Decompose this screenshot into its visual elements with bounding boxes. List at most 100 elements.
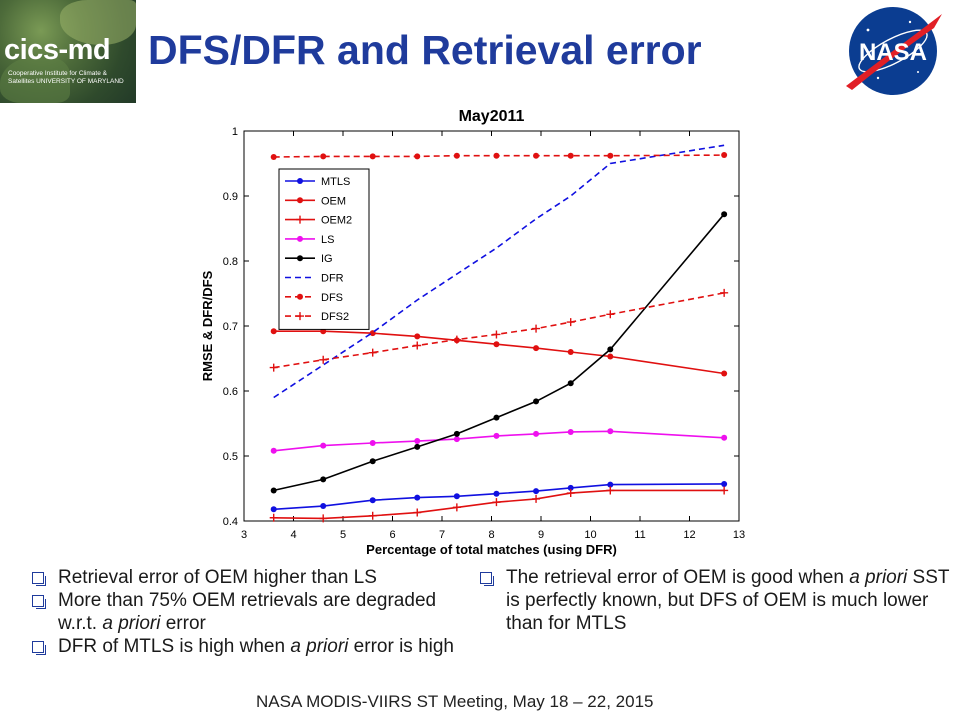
data-point-dfs2	[452, 335, 461, 344]
data-point-dfs	[453, 152, 460, 159]
data-point-oem2	[296, 215, 304, 224]
data-point-oem2	[606, 486, 615, 495]
checkbox-bullet-icon	[32, 641, 44, 653]
data-point-dfs2	[269, 363, 278, 372]
data-point-dfs2	[319, 355, 328, 364]
data-point-ig	[414, 443, 421, 450]
nasa-logo-star	[876, 76, 880, 80]
bullet-text: a priori	[849, 567, 908, 588]
y-axis-label: RMSE & DFR/DFS	[200, 270, 215, 381]
bullet-item: The retrieval error of OEM is good when …	[478, 566, 956, 635]
data-point-ls	[567, 428, 574, 435]
data-point-oem	[533, 345, 540, 352]
data-point-ig	[721, 211, 728, 218]
data-point-oem	[721, 370, 728, 377]
data-point-mtls	[270, 506, 277, 513]
bullet-item: More than 75% OEM retrievals are degrade…	[30, 589, 470, 635]
data-point-ls	[607, 428, 614, 435]
x-tick-label: 5	[340, 529, 346, 541]
y-tick-label: 1	[232, 126, 238, 138]
bullet-text: error	[160, 613, 206, 634]
series-line-mtls	[273, 483, 725, 511]
bullet-text: More than 75% OEM retrievals are degrade…	[58, 590, 437, 634]
x-tick-label: 7	[439, 529, 445, 541]
bullets-left: Retrieval error of OEM higher than LS Mor…	[30, 566, 470, 658]
data-point-dfs2	[720, 288, 729, 297]
data-point-oem2	[452, 503, 461, 512]
data-point-dfs	[721, 152, 728, 159]
y-tick-label: 0.6	[223, 386, 238, 398]
data-point-oem	[414, 333, 421, 340]
data-point-ig	[320, 476, 327, 483]
data-point-oem2	[413, 508, 422, 517]
legend	[278, 168, 370, 330]
cics-md-logo-subtext: Cooperative Institute for Climate & Sate…	[8, 70, 124, 85]
data-point-dfs	[493, 152, 500, 159]
line-chart: 3 4 5 6 7 8 9 10 11 12 13 0.4 0.5 0.6 0.7 0.8 0.9 1 May201…	[200, 108, 745, 557]
x-tick-label: 4	[290, 529, 296, 541]
bullet-text: The retrieval error of OEM is good when	[506, 567, 850, 588]
x-tick-label: 13	[733, 529, 745, 541]
bullet-item: Retrieval error of OEM higher than LS	[30, 566, 470, 589]
legend-label: LS	[321, 234, 334, 246]
y-tick-label: 0.9	[223, 191, 238, 203]
y-tick-label: 0.8	[223, 256, 238, 268]
cics-md-logo: cics-md Cooperative Institute for Climat…	[0, 0, 136, 103]
data-point-dfs	[414, 153, 421, 160]
data-point-ig	[369, 458, 376, 465]
checkbox-bullet-icon	[480, 572, 492, 584]
data-point-mtls	[453, 493, 460, 500]
data-point-mtls	[369, 497, 376, 504]
nasa-logo-star	[917, 71, 919, 73]
data-point-dfs2	[492, 330, 501, 339]
x-tick-label: 6	[389, 529, 395, 541]
legend-label: DFR	[321, 273, 344, 285]
bullet-text: DFR of MTLS is high when	[58, 636, 291, 657]
bullet-item: DFR of MTLS is high when a priori error …	[30, 635, 470, 658]
chart-title: May2011	[459, 108, 525, 125]
y-tick-label: 0.7	[223, 321, 238, 333]
data-point-dfs	[320, 153, 327, 160]
x-tick-label: 9	[538, 529, 544, 541]
data-point-oem2	[492, 498, 501, 507]
data-point-dfs	[270, 154, 277, 160]
data-point-dfs	[297, 293, 303, 300]
footer-text: NASA MODIS-VIIRS ST Meeting, May 18 – 22…	[256, 692, 654, 711]
data-point-mtls	[721, 480, 728, 487]
data-point-oem2	[720, 486, 729, 495]
data-point-oem	[297, 197, 303, 204]
data-point-oem2	[566, 489, 575, 498]
series-line-dfr	[273, 144, 725, 399]
data-point-dfs2	[368, 348, 377, 357]
data-point-oem2	[532, 494, 541, 503]
data-point-dfs	[607, 152, 614, 159]
data-point-dfs2	[532, 324, 541, 333]
series-line-ls	[273, 430, 725, 452]
data-point-mtls	[607, 481, 614, 488]
legend-label: IG	[321, 253, 333, 265]
data-point-ls	[320, 442, 327, 449]
checkbox-bullet-icon	[32, 572, 44, 584]
bullet-text: a priori	[290, 636, 349, 657]
x-tick-label: 12	[683, 529, 695, 541]
nasa-logo-star	[908, 20, 912, 24]
data-point-ls	[721, 434, 728, 441]
data-point-dfs2	[566, 318, 575, 327]
data-point-oem	[270, 328, 277, 335]
data-point-oem2	[319, 514, 328, 523]
series-line-oem2	[273, 489, 725, 520]
x-tick-label: 8	[488, 529, 494, 541]
data-point-dfs	[533, 152, 540, 159]
nasa-logo: NASA	[846, 7, 942, 95]
nasa-logo-vector	[846, 14, 942, 90]
data-point-dfs	[567, 152, 574, 159]
data-point-ls	[453, 436, 460, 443]
data-point-dfs2	[413, 341, 422, 350]
data-point-mtls	[297, 178, 303, 184]
data-point-ig	[297, 255, 303, 262]
data-point-ls	[414, 438, 421, 445]
data-point-ig	[567, 380, 574, 387]
bullet-text: a priori	[102, 613, 161, 634]
bullet-text: SST is perfectly known, but DFS of OEM i…	[506, 567, 950, 634]
data-point-dfs2	[296, 312, 304, 321]
